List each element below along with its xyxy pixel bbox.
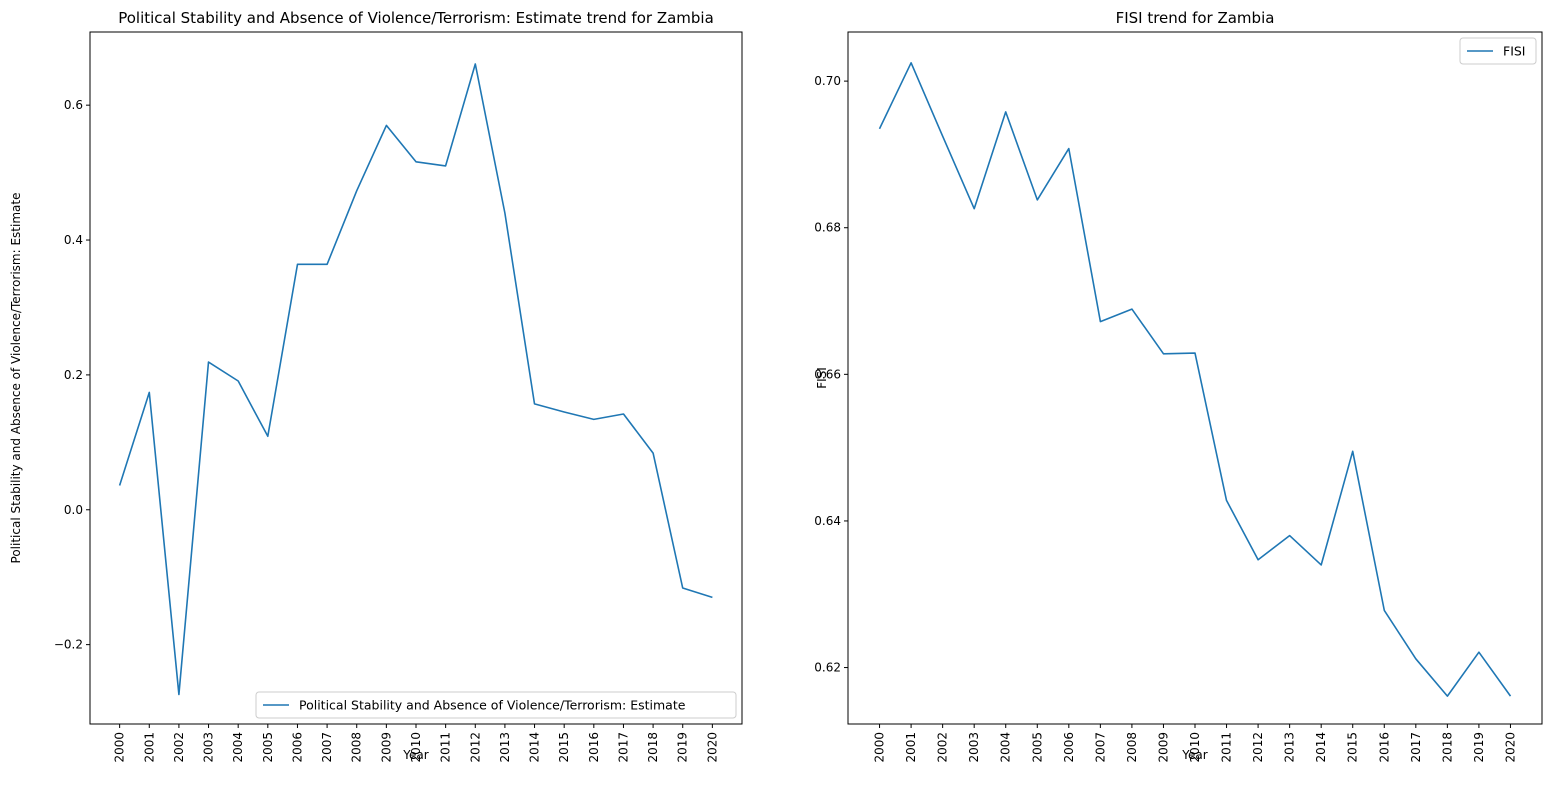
x-tick-label: 2015 <box>1346 732 1360 763</box>
x-tick-label: 2005 <box>1030 732 1044 763</box>
x-tick-label: 2011 <box>1220 732 1234 763</box>
x-tick-label: 2014 <box>528 732 542 763</box>
x-tick-label: 2006 <box>290 732 304 763</box>
x-tick-label: 2000 <box>113 732 127 763</box>
x-tick-label: 2020 <box>705 732 719 763</box>
y-tick-label: 0.0 <box>64 503 83 517</box>
x-tick-label: 2017 <box>1409 732 1423 763</box>
y-tick-label: 0.2 <box>64 368 83 382</box>
y-tick-label: 0.68 <box>814 221 841 235</box>
plot-frame <box>89 31 743 725</box>
y-tick-label: 0.6 <box>64 98 83 112</box>
x-tick-label: 2006 <box>1062 732 1076 763</box>
x-axis-label: Year <box>402 748 428 762</box>
y-tick-label: 0.4 <box>64 233 83 247</box>
chart-title: FISI trend for Zambia <box>1116 9 1275 27</box>
x-tick-label: 2018 <box>1440 732 1454 763</box>
x-tick-label: 2016 <box>587 732 601 763</box>
chart-title: Political Stability and Absence of Viole… <box>118 9 714 27</box>
x-tick-label: 2009 <box>1156 732 1170 763</box>
legend-label: FISI <box>1503 44 1526 59</box>
x-tick-label: 2000 <box>873 732 887 763</box>
x-tick-label: 2004 <box>231 732 245 763</box>
x-tick-label: 2015 <box>557 732 571 763</box>
x-tick-label: 2019 <box>676 732 690 763</box>
legend-box <box>1459 37 1537 65</box>
series-line <box>878 61 1512 697</box>
y-tick-label: −0.2 <box>54 638 83 652</box>
x-tick-label: 2019 <box>1472 732 1486 763</box>
x-tick-label: 2017 <box>616 732 630 763</box>
x-tick-label: 2020 <box>1503 732 1517 763</box>
x-tick-label: 2014 <box>1314 732 1328 763</box>
x-tick-label: 2012 <box>1251 732 1265 763</box>
x-tick-label: 2002 <box>936 732 950 763</box>
x-tick-label: 2011 <box>439 732 453 763</box>
plot-frame <box>847 31 1543 725</box>
x-tick-label: 2003 <box>967 732 981 763</box>
y-axis-label: Political Stability and Absence of Viole… <box>9 193 23 564</box>
x-tick-label: 2003 <box>202 732 216 763</box>
x-tick-label: 2005 <box>261 732 275 763</box>
legend-box <box>255 691 737 719</box>
chart-panel-1: Political Stability and Absence of Viole… <box>9 9 743 763</box>
legend-label: Political Stability and Absence of Viole… <box>299 698 686 713</box>
series-line <box>118 63 713 696</box>
y-tick-label: 0.66 <box>814 367 841 381</box>
x-tick-label: 2018 <box>646 732 660 763</box>
legend: FISI <box>1459 37 1537 65</box>
x-tick-label: 2013 <box>1283 732 1297 763</box>
legend: Political Stability and Absence of Viole… <box>255 691 737 719</box>
x-tick-label: 2009 <box>379 732 393 763</box>
x-tick-label: 2008 <box>350 732 364 763</box>
y-axis-label: FISI <box>815 367 829 389</box>
x-tick-label: 2002 <box>172 732 186 763</box>
y-tick-label: 0.62 <box>814 661 841 675</box>
y-tick-label: 0.70 <box>814 74 841 88</box>
x-tick-label: 2013 <box>498 732 512 763</box>
x-tick-label: 2016 <box>1377 732 1391 763</box>
x-tick-label: 2012 <box>468 732 482 763</box>
x-tick-label: 2001 <box>904 732 918 763</box>
x-tick-label: 2010 <box>409 732 423 763</box>
x-tick-label: 2007 <box>1093 732 1107 763</box>
x-tick-label: 2004 <box>999 732 1013 763</box>
x-axis-label: Year <box>1181 748 1207 762</box>
y-tick-label: 0.64 <box>814 514 841 528</box>
x-tick-label: 2010 <box>1188 732 1202 763</box>
x-tick-label: 2008 <box>1125 732 1139 763</box>
x-tick-label: 2001 <box>142 732 156 763</box>
x-tick-label: 2007 <box>320 732 334 763</box>
chart-panel-2: FISI trend for Zambia 0.62 0.64 0.66 0.68 0.7… <box>814 9 1543 763</box>
